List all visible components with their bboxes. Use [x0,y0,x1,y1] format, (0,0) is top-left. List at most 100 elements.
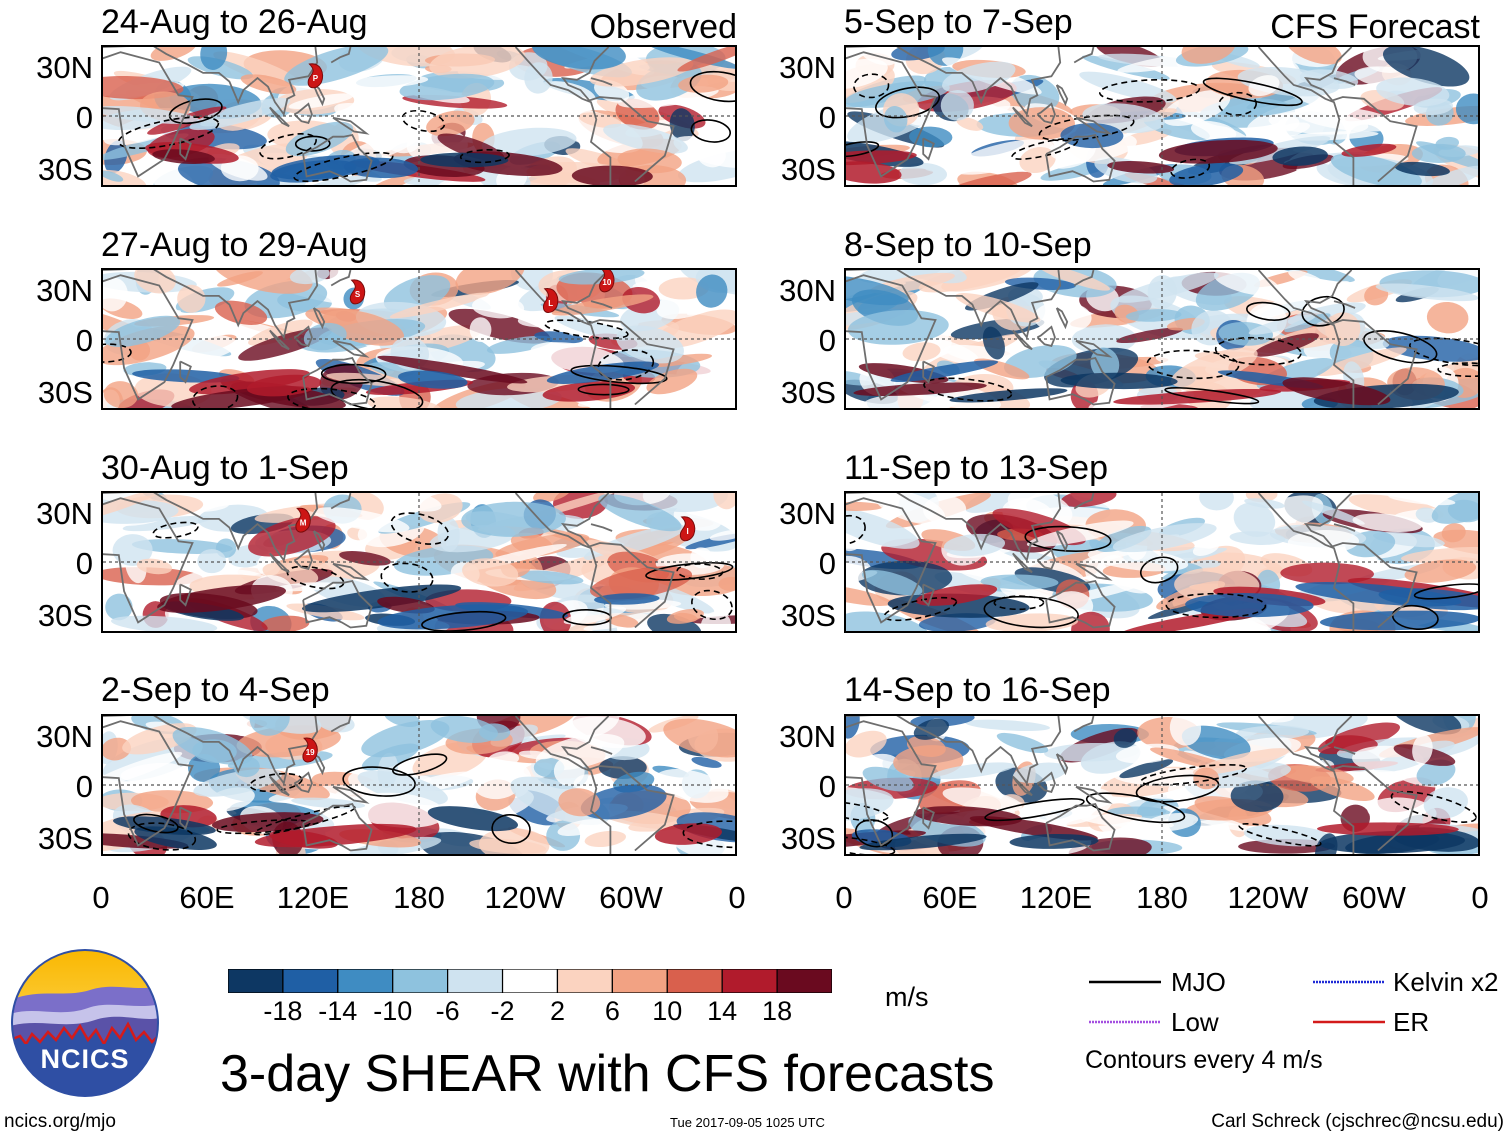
shear-cell [455,270,525,295]
tropical-cyclone-marker[interactable]: S [349,279,366,305]
coastline [1045,133,1116,183]
shear-cell [1388,493,1456,506]
shear-cell [501,110,561,133]
shear-cell [1170,347,1258,388]
colorbar-swatch [501,968,559,994]
shear-cell [1087,547,1189,572]
shear-cell [122,515,211,532]
contour-line [1139,556,1179,584]
longitude-label: 0 [92,880,110,915]
shear-cell [103,170,124,182]
coastline [1304,493,1418,629]
longitude-label: 180 [1136,880,1188,915]
shear-cell [1411,143,1466,163]
coastline [103,716,319,786]
shear-cell [1431,493,1478,524]
shear-cell [861,569,923,596]
longitude-label: 60W [1342,880,1406,915]
shear-cell [846,583,892,606]
contour-line [1038,114,1135,142]
coastline [269,329,290,351]
tropical-cyclone-marker[interactable]: L [542,288,559,314]
shear-cell [103,493,164,522]
contour-line [1390,790,1477,823]
southern-shear-band [853,360,1459,408]
shear-cell [473,764,523,800]
coastline [514,47,612,185]
coastline [179,583,192,607]
colorbar-swatch [721,968,778,994]
shear-cell [846,507,920,549]
shear-cell [301,175,368,185]
shear-cell [846,501,884,511]
shear-cell [517,570,584,585]
panel-title: 27-Aug to 29-Aug [101,226,368,264]
longitude-label: 120W [1227,880,1309,915]
coastline [846,497,937,624]
coastline [332,785,370,804]
coastline [846,47,1062,117]
shear-cell [951,139,1054,175]
shear-cell [1060,493,1117,507]
shear-cell [196,501,230,512]
shear-cell [918,613,996,631]
contour-line [380,562,434,593]
coastline [1333,746,1356,755]
shear-cell [430,716,498,743]
website-link[interactable]: ncics.org/mjo [4,1111,116,1132]
shear-cell [1119,759,1174,779]
tropical-cyclone-marker[interactable]: I [679,516,696,542]
shear-cell [334,103,416,135]
coastline [1333,300,1356,309]
shear-cell [942,171,1032,185]
shear-cell [923,495,967,525]
shear-cell [927,47,964,66]
shear-cell [1193,767,1220,790]
shear-cell [1426,301,1469,334]
coastline [302,579,373,629]
tropical-cyclone-marker[interactable]: P [307,63,323,89]
coastline [1304,270,1418,406]
coastline [1055,530,1069,553]
coastline [332,339,370,358]
shear-cell [1412,734,1433,765]
longitude-label: 0 [1471,880,1489,915]
tropical-cyclone-marker[interactable]: 19 [302,737,318,763]
shear-cell [197,549,227,574]
contour-line [993,595,1045,611]
shear-cell [389,292,489,319]
coastline [1045,579,1116,629]
shear-cell [233,756,260,778]
colorbar-swatch [337,968,394,994]
contour-line [1135,774,1220,803]
legend-label-mjo: MJO [1171,967,1226,997]
tropical-cyclone-marker[interactable]: M [295,507,311,533]
shear-cell [1375,283,1478,302]
contour-line [682,820,735,849]
shear-cell [1295,105,1398,132]
coastlines [846,270,1418,408]
shear-cell [1382,47,1470,87]
latitude-label: 30N [779,50,836,85]
shear-cell [1261,716,1294,723]
storm-icon [307,63,323,89]
storm-icon [349,279,366,305]
shear-cell [922,338,980,365]
contour-line [846,800,889,822]
tropical-cyclone-marker[interactable]: 10 [599,270,615,293]
storm-label: M [300,518,307,527]
shear-cell [103,833,189,849]
contour-line [645,561,734,581]
shear-cell [368,173,417,185]
shear-cell [1113,388,1282,405]
shear-cell [646,368,698,395]
shear-cell [1229,531,1286,545]
coastline [514,493,612,631]
shear-cell [1309,776,1375,802]
shear-cell [1404,559,1477,583]
coastline [1257,716,1355,854]
shear-map: 19 [103,716,735,854]
shear-cell [846,275,909,306]
latitude-label: 30N [779,496,836,531]
